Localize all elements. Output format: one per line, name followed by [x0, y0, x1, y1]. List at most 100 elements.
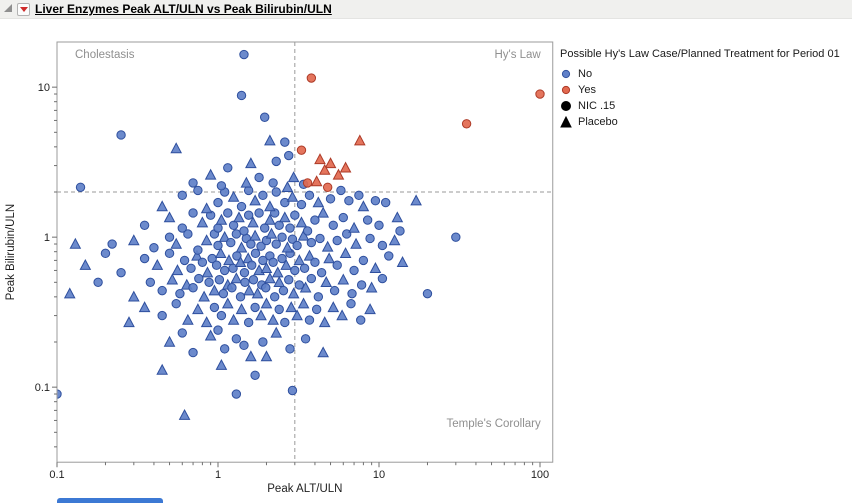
- scatter-point[interactable]: [231, 389, 242, 399]
- scatter-point[interactable]: [369, 262, 382, 273]
- scatter-point[interactable]: [156, 363, 168, 375]
- legend-item-yes[interactable]: Yes: [560, 83, 850, 96]
- scatter-point[interactable]: [365, 281, 378, 293]
- scatter-point[interactable]: [422, 288, 433, 299]
- scatter-point[interactable]: [182, 313, 194, 325]
- scatter-point[interactable]: [280, 197, 290, 208]
- scatter-point[interactable]: [254, 208, 264, 218]
- scatter-point[interactable]: [348, 221, 360, 233]
- scatter-point[interactable]: [188, 283, 198, 293]
- scatter-point[interactable]: [350, 237, 362, 249]
- scatter-point[interactable]: [243, 210, 254, 220]
- scatter-point[interactable]: [329, 285, 340, 296]
- scatter-point[interactable]: [191, 249, 203, 261]
- scatter-point[interactable]: [267, 313, 279, 325]
- scatter-point[interactable]: [271, 239, 281, 249]
- scatter-point[interactable]: [310, 175, 323, 187]
- scatter-point[interactable]: [364, 303, 376, 315]
- scatter-point[interactable]: [358, 255, 369, 266]
- scatter-point[interactable]: [317, 206, 329, 218]
- scatter-point[interactable]: [310, 257, 320, 267]
- scatter-point[interactable]: [339, 247, 352, 259]
- scatter-point[interactable]: [239, 267, 250, 278]
- scatter-point[interactable]: [200, 316, 213, 328]
- scatter-point[interactable]: [183, 229, 193, 239]
- scatter-point[interactable]: [315, 233, 325, 244]
- scatter-point[interactable]: [362, 215, 373, 225]
- scatter-point[interactable]: [318, 316, 331, 328]
- scatter-point[interactable]: [157, 285, 167, 296]
- scatter-point[interactable]: [207, 253, 217, 264]
- scatter-point[interactable]: [139, 220, 150, 230]
- scatter-point[interactable]: [327, 301, 340, 313]
- scatter-point[interactable]: [280, 317, 290, 328]
- scatter-point[interactable]: [306, 273, 317, 284]
- scatter-point[interactable]: [306, 73, 317, 83]
- scatter-point[interactable]: [215, 213, 228, 225]
- scatter-point[interactable]: [201, 266, 214, 278]
- scatter-point[interactable]: [284, 275, 294, 285]
- scatter-point[interactable]: [271, 156, 281, 167]
- scatter-point[interactable]: [236, 90, 247, 101]
- scatter-point[interactable]: [306, 237, 317, 248]
- scatter-point[interactable]: [227, 283, 237, 293]
- scatter-point[interactable]: [318, 163, 331, 175]
- scatter-point[interactable]: [100, 248, 111, 259]
- scatter-point[interactable]: [273, 276, 286, 288]
- scatter-point[interactable]: [339, 161, 352, 173]
- scatter-point[interactable]: [356, 315, 366, 325]
- scatter-point[interactable]: [297, 297, 310, 309]
- scatter-point[interactable]: [336, 185, 346, 196]
- scatter-point[interactable]: [260, 350, 273, 362]
- scatter-point[interactable]: [284, 150, 294, 161]
- scatter-point[interactable]: [461, 119, 472, 129]
- scatter-point[interactable]: [239, 340, 249, 351]
- scatter-point[interactable]: [215, 358, 228, 370]
- scatter-point[interactable]: [186, 263, 196, 273]
- scatter-point[interactable]: [228, 220, 239, 230]
- scatter-point[interactable]: [213, 197, 223, 208]
- legend-item-no[interactable]: No: [560, 67, 850, 80]
- scatter-point[interactable]: [332, 235, 342, 246]
- scatter-point[interactable]: [258, 337, 268, 347]
- scatter-point[interactable]: [107, 239, 117, 249]
- scatter-point[interactable]: [370, 195, 381, 206]
- scatter-point[interactable]: [320, 276, 333, 288]
- scatter-point[interactable]: [250, 370, 260, 380]
- scatter-point[interactable]: [264, 213, 276, 225]
- scatter-point[interactable]: [396, 256, 409, 267]
- scatter-point[interactable]: [303, 249, 316, 261]
- scatter-point[interactable]: [213, 325, 223, 335]
- scatter-point[interactable]: [163, 335, 176, 347]
- scatter-point[interactable]: [53, 389, 62, 399]
- scatter-point[interactable]: [214, 247, 227, 259]
- scatter-point[interactable]: [311, 304, 322, 315]
- scatter-point[interactable]: [347, 288, 357, 299]
- scatter-point[interactable]: [243, 284, 255, 296]
- scatter-point[interactable]: [377, 273, 388, 284]
- scatter-point[interactable]: [188, 347, 198, 358]
- scatter-point[interactable]: [300, 334, 311, 344]
- scatter-point[interactable]: [197, 257, 208, 267]
- scatter-point[interactable]: [264, 200, 276, 212]
- red-triangle-menu-button[interactable]: [17, 2, 30, 16]
- scatter-point[interactable]: [302, 226, 313, 236]
- scrollbar-thumb[interactable]: [57, 498, 163, 503]
- scatter-point[interactable]: [264, 134, 276, 146]
- scatter-point[interactable]: [245, 350, 257, 362]
- scatter-point[interactable]: [391, 211, 404, 223]
- scatter-point[interactable]: [317, 346, 329, 358]
- scatter-point[interactable]: [166, 273, 179, 285]
- scatter-point[interactable]: [353, 134, 366, 146]
- scatter-point[interactable]: [208, 284, 221, 296]
- scatter-point[interactable]: [239, 49, 249, 60]
- scatter-point[interactable]: [316, 267, 327, 278]
- scatter-point[interactable]: [236, 201, 247, 212]
- scatter-point[interactable]: [151, 258, 164, 270]
- scatter-point[interactable]: [246, 239, 256, 249]
- scatter-point[interactable]: [354, 190, 364, 201]
- scatter-plot[interactable]: Cholestasis Hy's Law Temple's Corollary 0.1…: [0, 18, 852, 503]
- y-tick-label[interactable]: 0.1: [35, 382, 50, 394]
- scatter-point[interactable]: [164, 248, 175, 259]
- scatter-point[interactable]: [295, 216, 308, 228]
